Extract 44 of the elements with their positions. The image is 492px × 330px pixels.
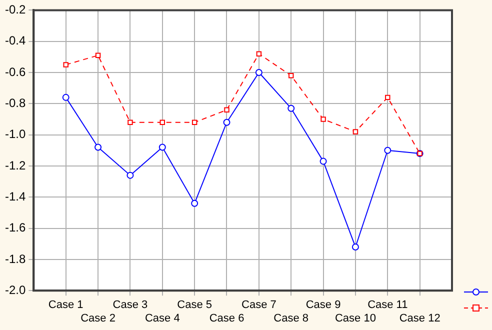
point [126,172,134,179]
y-tick-label: -0.4 [4,34,26,48]
point [191,200,198,207]
point [320,158,327,165]
x-tick-label: Case 11 [368,299,408,312]
y-tick-label: -2.0 [4,282,26,297]
point [256,51,262,56]
x-tick-label: Case 7 [242,299,276,312]
point [352,243,359,250]
point [288,104,295,112]
point [288,73,294,78]
point [255,69,262,76]
point [95,52,101,58]
y-tick-label: -0.6 [4,64,26,79]
point [385,94,390,100]
x-tick-label: Case 9 [306,299,341,312]
point [224,107,230,113]
x-tick-label: Case 2 [80,312,116,324]
x-tick-label: Case 10 [334,312,376,324]
x-tick-label: Case 12 [399,312,440,324]
point [223,118,230,126]
point [320,116,326,122]
y-tick-label: -1.6 [4,220,26,235]
x-tick-label: Case 8 [274,312,309,324]
y-tick-label: -1.0 [4,127,26,142]
x-tick-label: Case 6 [209,312,244,324]
point [158,144,166,151]
point [63,62,68,68]
point [128,120,133,125]
y-tick-label: -0.2 [4,2,26,17]
x-tick-label: Case 5 [177,299,212,312]
point [160,120,166,125]
y-tick-label: -1.8 [4,252,26,266]
point [352,129,358,134]
x-tick-label: Case 1 [48,299,84,312]
y-tick-label: -1.4 [4,189,26,204]
point [192,120,198,125]
point [94,144,102,151]
point [62,94,70,101]
point [384,146,392,154]
y-tick-label: -0.8 [4,96,26,110]
x-tick-label: Case 4 [144,312,180,324]
y-tick-label: -1.2 [4,158,26,172]
x-tick-label: Case 3 [112,299,148,312]
